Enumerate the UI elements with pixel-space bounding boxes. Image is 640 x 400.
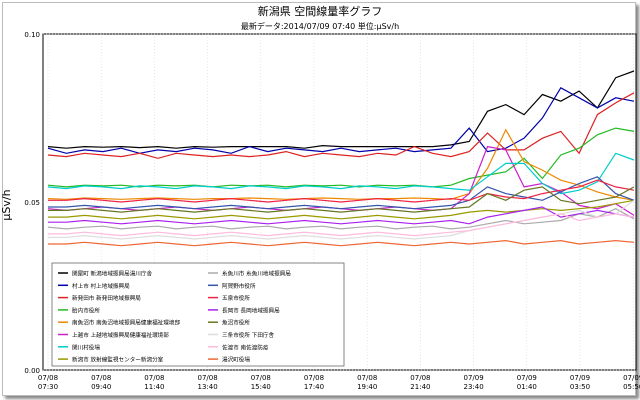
legend-label: 魚沼市役所	[222, 319, 250, 327]
x-tick-time: 15:40	[251, 383, 271, 391]
legend-label: 三条市役所 下田庁舎	[222, 331, 275, 339]
legend-label: 阿賀野市役所	[222, 282, 256, 290]
x-tick-date: 07/08	[198, 374, 218, 382]
series-line-5	[47, 128, 635, 201]
series-line-8	[48, 199, 635, 220]
series-line-13	[48, 186, 635, 213]
x-tick-date: 07/08	[251, 374, 271, 382]
x-tick-time: 07:30	[38, 383, 58, 391]
legend-label: 村上市 村上地域振興局	[72, 282, 130, 290]
legend-label: 関川村役場	[72, 343, 100, 351]
series-line-11	[48, 179, 635, 203]
x-tick-time: 21:40	[410, 383, 430, 391]
x-tick-date: 07/09	[570, 374, 590, 382]
x-tick-time: 11:40	[144, 383, 164, 391]
legend-label: 新潟市 放射線監視センター新潟分室	[72, 356, 164, 364]
y-axis-ticks: 0.00 0.05 0.10	[24, 31, 40, 375]
legend-label: 佐渡市 南佐渡防疫	[222, 343, 269, 351]
legend-label: 関屋町 新潟地域振興局湯川庁舎	[72, 270, 152, 278]
x-tick-date: 07/08	[357, 374, 377, 382]
legend-label: 胎内市役所	[72, 306, 100, 314]
x-tick-date: 07/09	[623, 374, 640, 382]
legend-label: 五泉市役所	[222, 294, 250, 302]
x-tick-date: 07/09	[464, 374, 484, 382]
x-tick-date: 07/08	[410, 374, 430, 382]
x-tick-date: 07/08	[304, 374, 324, 382]
series-line-3	[47, 92, 635, 159]
series-line-15	[48, 213, 635, 237]
x-tick-time: 23:40	[464, 383, 484, 391]
legend-label: 長岡市 長岡地域振興局	[222, 306, 280, 314]
chart-title: 新潟県 空間線量率グラフ	[258, 4, 383, 18]
series-line-2	[47, 86, 635, 154]
x-tick-time: 01:40	[517, 383, 537, 391]
series-lines	[47, 70, 635, 247]
x-tick-time: 09:40	[91, 383, 111, 391]
x-tick-date: 07/09	[517, 374, 537, 382]
y-tick-label: 0.05	[24, 199, 40, 207]
x-tick-time: 03:50	[570, 383, 590, 391]
y-tick-label: 0.10	[24, 31, 40, 39]
series-line-1	[47, 70, 635, 149]
series-line-7	[47, 152, 635, 195]
y-tick-label: 0.00	[24, 367, 40, 375]
legend-label: 湯沢町役場	[222, 356, 250, 364]
x-axis-ticks: 07/0807:3007/0809:4007/0811:4007/0813:40…	[38, 374, 640, 391]
x-tick-time: 17:40	[304, 383, 324, 391]
x-tick-time: 05:50	[623, 383, 640, 391]
x-tick-date: 07/08	[38, 374, 58, 382]
x-tick-time: 13:40	[198, 383, 218, 391]
x-tick-date: 07/08	[144, 374, 164, 382]
series-line-9	[47, 208, 635, 230]
series-line-16	[48, 239, 635, 247]
series-line-12	[48, 206, 635, 225]
x-tick-time: 19:40	[357, 383, 377, 391]
series-line-10	[48, 176, 635, 210]
legend-box	[51, 262, 345, 367]
legend-label: 上越市 上越地域振興局健康福祉環境部	[72, 331, 169, 339]
legend-label: 新発田市 新発田地域振興局	[72, 294, 141, 302]
x-tick-date: 07/08	[91, 374, 111, 382]
legend-label: 糸魚川市 糸魚川地域振興局	[222, 270, 291, 278]
y-axis-label: μSv/h	[0, 189, 13, 220]
chart-subtitle: 最新データ:2014/07/09 07:40 単位:μSv/h	[241, 21, 399, 31]
legend-label: 南魚沼市 南魚沼地域振興局健康福祉環境部	[72, 319, 180, 327]
